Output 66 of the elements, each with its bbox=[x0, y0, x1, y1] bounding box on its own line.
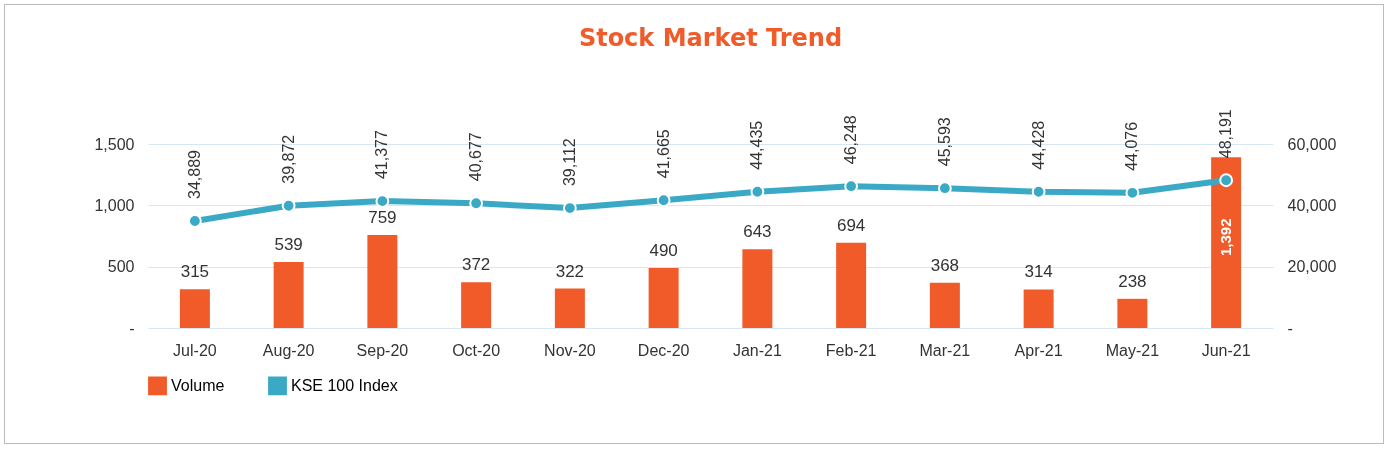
data-label: 39,112 bbox=[560, 138, 578, 187]
bar bbox=[648, 267, 679, 328]
bar bbox=[367, 234, 398, 328]
point bbox=[1219, 173, 1234, 188]
bar bbox=[1211, 157, 1242, 328]
legend-label: KSE 100 Index bbox=[291, 376, 398, 394]
x-tick-label: May-21 bbox=[1105, 341, 1160, 359]
x-tick-label: Oct-20 bbox=[452, 341, 501, 359]
data-label: 44,435 bbox=[748, 120, 766, 170]
data-label: 40,677 bbox=[467, 132, 485, 182]
data-label: 44,428 bbox=[1029, 120, 1047, 170]
x-tick-label: Dec-20 bbox=[637, 341, 690, 359]
point bbox=[656, 193, 671, 208]
data-label: 238 bbox=[1118, 271, 1147, 291]
bar bbox=[929, 282, 960, 328]
data-label: 39,872 bbox=[279, 134, 297, 184]
data-label: 694 bbox=[836, 215, 866, 235]
y-tick-label: 1,000 bbox=[94, 196, 135, 214]
data-label: 41,665 bbox=[654, 129, 672, 179]
x-tick-label: Aug-20 bbox=[262, 341, 315, 359]
data-label: 44,076 bbox=[1123, 121, 1141, 171]
y2-tick-label: 60,000 bbox=[1287, 135, 1337, 153]
x-tick-label: Mar-21 bbox=[919, 341, 971, 359]
data-label: 46,248 bbox=[842, 115, 860, 165]
bar bbox=[742, 249, 773, 328]
point bbox=[281, 198, 296, 213]
data-label: 490 bbox=[649, 240, 678, 260]
bar bbox=[273, 261, 304, 328]
bar bbox=[461, 282, 492, 328]
y-tick-label: - bbox=[129, 319, 135, 337]
y2-tick-label: 20,000 bbox=[1287, 258, 1337, 276]
y2-tick-label: - bbox=[1287, 319, 1293, 337]
data-label: 315 bbox=[180, 262, 210, 282]
data-label: 45,593 bbox=[935, 117, 953, 167]
data-label: 643 bbox=[743, 222, 772, 242]
y-tick-label: 1,500 bbox=[94, 135, 135, 153]
x-tick-label: Sep-20 bbox=[356, 341, 409, 359]
data-label: 34,889 bbox=[185, 149, 203, 200]
point bbox=[750, 184, 765, 199]
data-label: 759 bbox=[368, 207, 397, 227]
bar bbox=[554, 288, 585, 328]
data-label: 322 bbox=[555, 261, 585, 281]
point bbox=[469, 196, 484, 211]
data-label: 1,392 bbox=[1217, 218, 1235, 257]
data-label: 539 bbox=[274, 234, 303, 254]
chart-title: Stock Market Trend bbox=[578, 24, 843, 53]
point bbox=[562, 201, 577, 215]
data-label: 368 bbox=[930, 255, 960, 275]
x-tick-label: Nov-20 bbox=[544, 341, 596, 359]
data-label: 41,377 bbox=[373, 130, 391, 180]
bar bbox=[1023, 289, 1054, 328]
data-label: 372 bbox=[461, 255, 491, 275]
bar bbox=[1117, 298, 1148, 328]
data-label: 314 bbox=[1024, 262, 1053, 282]
point bbox=[1031, 184, 1046, 199]
legend-label: Volume bbox=[171, 376, 225, 394]
data-label: 48,191 bbox=[1217, 109, 1235, 159]
bar bbox=[836, 242, 867, 328]
y2-tick-label: 40,000 bbox=[1287, 196, 1337, 214]
x-tick-label: Feb-21 bbox=[825, 341, 877, 359]
x-tick-label: Apr-21 bbox=[1014, 341, 1063, 359]
y-tick-label: 500 bbox=[107, 258, 135, 276]
x-tick-label: Jun-21 bbox=[1201, 341, 1251, 359]
x-tick-label: Jul-20 bbox=[173, 341, 217, 359]
bar bbox=[179, 289, 210, 328]
x-tick-label: Jan-21 bbox=[732, 341, 782, 359]
